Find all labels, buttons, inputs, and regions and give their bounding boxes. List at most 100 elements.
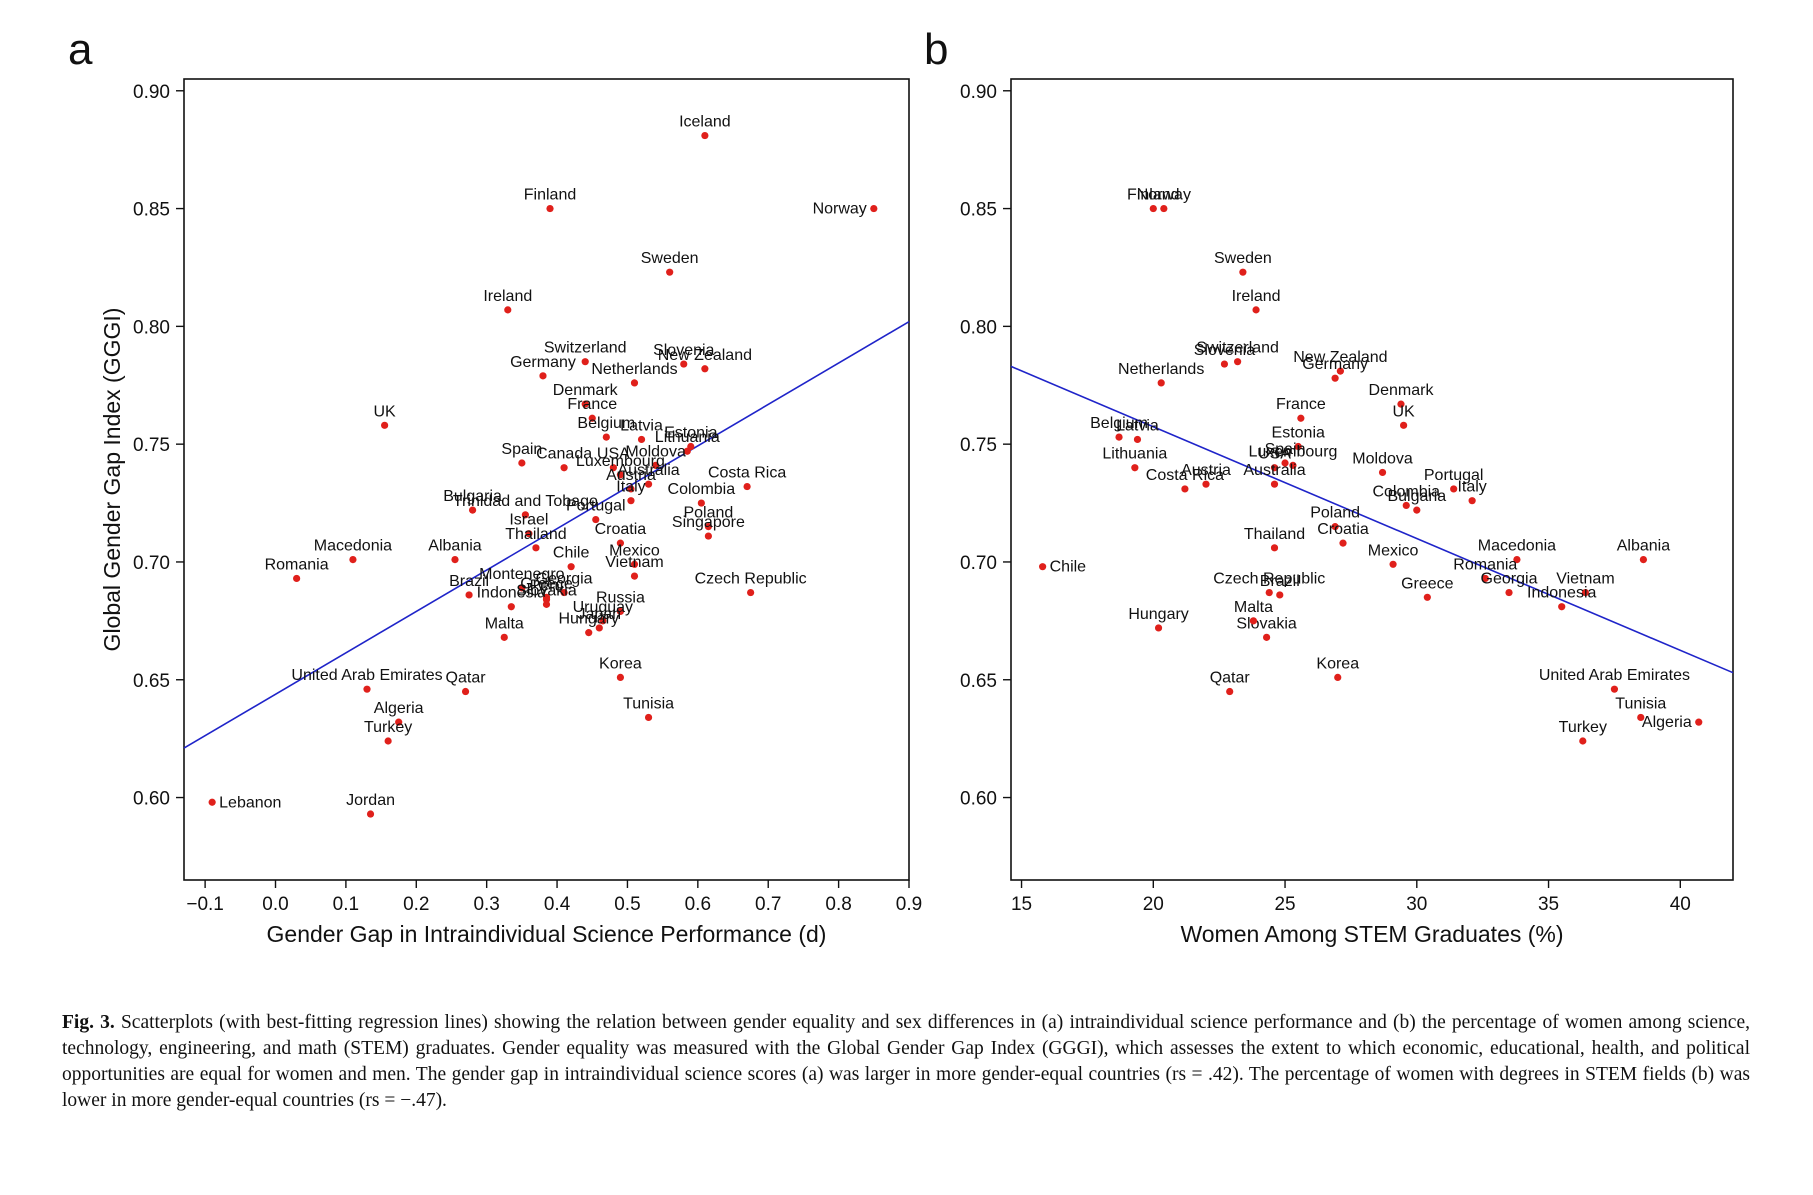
point-label: Romania (265, 556, 329, 573)
caption-label: Fig. 3. (62, 1012, 115, 1033)
point-label: Malta (1234, 599, 1273, 616)
point-label: Slovenia (1194, 342, 1255, 359)
point-label: Switzerland (544, 340, 627, 357)
y-tick-label: 0.70 (960, 553, 997, 574)
data-point (1226, 687, 1234, 696)
point-label: Trinidad and Tobago (453, 493, 598, 510)
data-point (1262, 633, 1271, 641)
point-label: Norway (813, 201, 867, 218)
point-label: Chile (1050, 559, 1087, 576)
point-label: Italy (616, 479, 645, 496)
data-point (592, 515, 600, 524)
x-tick-label: 0.6 (685, 894, 711, 915)
point-label: Sweden (641, 250, 699, 267)
data-point (870, 204, 878, 213)
point-label: Poland (683, 505, 733, 522)
data-point (701, 131, 709, 140)
point-label: Czech Republic (1213, 571, 1325, 588)
point-label: Slovakia (1236, 615, 1297, 632)
data-point (539, 372, 547, 380)
data-point (599, 617, 607, 625)
data-point (1413, 506, 1421, 514)
point-label: Lithuania (1102, 446, 1167, 463)
data-point (349, 556, 357, 564)
point-label: Algeria (374, 700, 424, 717)
point-label: Mexico (1368, 542, 1419, 559)
point-label: Latvia (620, 417, 663, 434)
data-point (627, 485, 635, 493)
point-label: Denmark (1369, 382, 1435, 399)
data-point (518, 584, 526, 592)
data-point (208, 798, 216, 806)
data-point (1558, 603, 1566, 611)
y-tick-label: 0.70 (133, 553, 170, 574)
data-point (1581, 588, 1590, 597)
point-label: Finland (1127, 187, 1179, 204)
point-label: Australia (1243, 462, 1305, 479)
data-point (1513, 556, 1521, 564)
data-point (1234, 358, 1242, 366)
point-label: Luxembourg (576, 453, 665, 470)
data-point (525, 530, 533, 538)
point-label: Turkey (364, 719, 412, 736)
point-label: Czech Republic (695, 571, 807, 588)
data-point (616, 539, 625, 547)
point-label: Spain (1265, 441, 1306, 458)
data-point (602, 433, 610, 441)
data-point (630, 560, 639, 568)
data-point (1270, 544, 1279, 552)
data-point (1294, 442, 1302, 451)
data-point (616, 673, 625, 681)
point-label: Thailand (1244, 526, 1305, 543)
y-tick-label: 0.65 (960, 671, 997, 692)
x-axis-title: Women Among STEM Graduates (%) (1180, 921, 1563, 947)
point-label: Belgium (577, 415, 635, 432)
point-label: Moldova (1352, 450, 1413, 467)
point-label: Greece (520, 575, 573, 592)
point-label: Algeria (1642, 714, 1692, 731)
data-point (704, 532, 712, 540)
point-label: Lithuania (655, 429, 720, 446)
point-label: UK (373, 403, 396, 420)
panel-letter: a (68, 25, 93, 74)
point-label: Israel (509, 512, 548, 529)
data-point (704, 523, 712, 531)
point-label: Spain (501, 441, 542, 458)
point-label: Macedonia (314, 538, 392, 555)
x-tick-label: 0.4 (544, 894, 571, 915)
data-point (1133, 435, 1142, 444)
points-group: FinlandNorwaySwedenIrelandSwitzerlandSlo… (1039, 187, 1703, 745)
data-point (1505, 588, 1513, 597)
point-label: Vietnam (605, 554, 663, 571)
point-label: Indonesia (1527, 585, 1596, 602)
point-label: Greece (1401, 575, 1454, 592)
point-label: Brazil (1260, 573, 1300, 590)
point-label: Bulgaria (1387, 488, 1446, 505)
x-tick-label: 40 (1670, 894, 1691, 915)
data-point (1181, 485, 1189, 493)
point-label: Ireland (483, 288, 532, 305)
data-point (461, 687, 470, 696)
y-tick-label: 0.90 (133, 82, 170, 103)
data-point (1220, 360, 1229, 368)
point-label: Denmark (553, 382, 619, 399)
data-point (1423, 593, 1431, 601)
data-point (504, 306, 512, 314)
points-group: Iceland Norway Finland Sweden Ireland Switzer… (208, 114, 878, 818)
data-point (1131, 464, 1139, 472)
data-point (1149, 204, 1157, 213)
data-point (1265, 588, 1273, 597)
data-point (616, 607, 625, 616)
data-point (1695, 718, 1703, 726)
point-label: Sweden (1214, 250, 1272, 267)
data-point (585, 629, 593, 637)
data-point (1339, 539, 1347, 547)
point-label: Costa Rica (708, 465, 786, 482)
point-label: Estonia (1272, 425, 1325, 442)
y-tick-label: 0.80 (960, 317, 997, 338)
point-label: Japan (577, 606, 621, 623)
point-label: Bulgaria (443, 488, 502, 505)
point-label: Iceland (679, 114, 731, 131)
data-point (1249, 617, 1258, 625)
point-label: Belgium (1090, 415, 1148, 432)
